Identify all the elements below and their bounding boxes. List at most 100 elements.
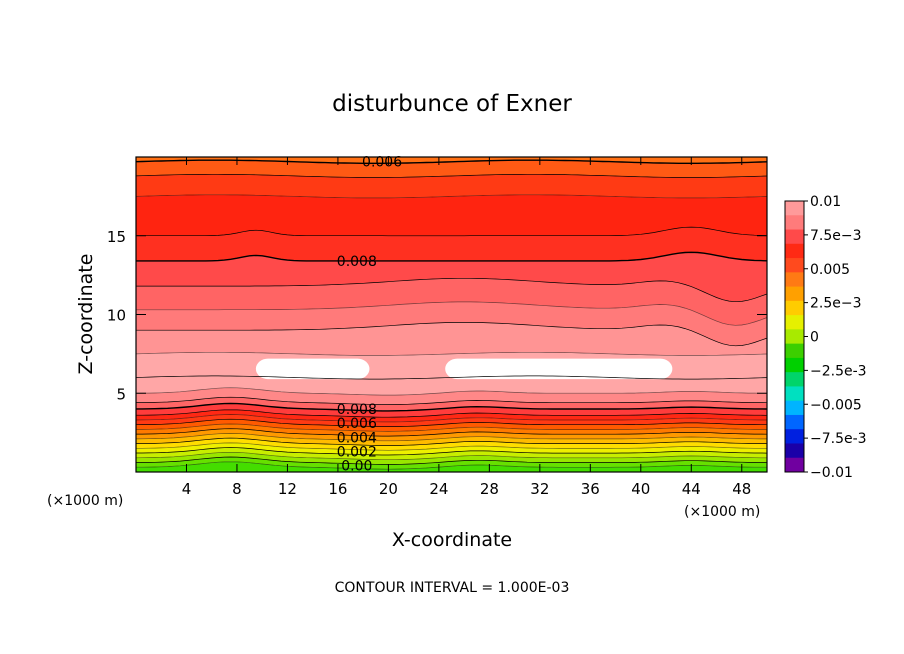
contour-line (136, 428, 767, 437)
contour-line (136, 194, 767, 199)
contour-line (136, 442, 767, 451)
contour-label: 0.006 (337, 416, 377, 432)
colorbar-label: 7.5e−3 (810, 228, 862, 244)
contour-line (136, 322, 767, 347)
colorbar-swatch (785, 372, 804, 387)
contour-line (136, 409, 767, 418)
contour-line (136, 396, 767, 405)
x-tick-label: 44 (682, 480, 701, 498)
contour-band (136, 438, 767, 451)
contour-line (136, 414, 767, 423)
x-unit-right: (×1000 m) (684, 504, 760, 520)
colorbar-label: −7.5e-3 (810, 431, 867, 447)
contour-band (136, 447, 767, 460)
y-tick-label: 5 (116, 385, 126, 403)
colorbar-label: −0.005 (810, 397, 862, 413)
contour-line (136, 301, 767, 326)
contour-line (136, 423, 767, 432)
x-tick-label: 40 (631, 480, 650, 498)
colorbar-swatch (785, 215, 804, 231)
contour-band (136, 452, 767, 465)
contour-band (136, 322, 767, 356)
x-tick-label: 36 (581, 480, 600, 498)
colorbar-swatch (785, 286, 804, 302)
contour-label: 0.004 (337, 430, 377, 446)
contour-band (136, 409, 767, 422)
colorbar-label: 0 (810, 330, 819, 346)
x-tick-label: 28 (480, 480, 499, 498)
contour-interval-note: CONTOUR INTERVAL = 1.000E-03 (335, 580, 570, 596)
x-tick-label: 12 (278, 480, 297, 498)
contour-band (136, 433, 767, 446)
contour-label: 0.008 (337, 254, 377, 270)
contour-band (136, 375, 767, 396)
colorbar-swatch (785, 443, 804, 459)
contour-band (136, 419, 767, 432)
colorbar-swatch (785, 258, 804, 273)
colorbar: 0.01 7.5e−3 0.005 2.5e−3 0 −2.5e-3 −0.005 −7.5e… (784, 194, 867, 481)
colorbar-swatch (785, 243, 804, 259)
maximum-region (255, 358, 370, 380)
colorbar-label: −0.01 (810, 465, 853, 481)
contour-band (136, 387, 767, 405)
maximum-region (445, 358, 673, 380)
contour-label: 0.008 (337, 402, 377, 418)
colorbar-swatch (785, 357, 804, 373)
contour-line (136, 456, 767, 465)
y-axis-label: Z-coordinate (75, 254, 97, 375)
plot-area (136, 157, 767, 472)
colorbar-label: 0.005 (810, 262, 850, 278)
colorbar-label: 0.01 (810, 194, 841, 210)
colorbar-swatch (785, 229, 804, 245)
contour-line (136, 402, 767, 412)
contour-band (136, 160, 767, 178)
y-ticks: 5 10 15 (107, 228, 767, 403)
x-ticks: 4 8 12 16 20 24 28 32 36 40 44 48 (182, 157, 751, 498)
contour-label: 0.00 (341, 459, 372, 475)
contour-band (136, 174, 767, 198)
contour-band (136, 194, 767, 236)
contour-line (136, 461, 767, 470)
y-tick-label: 15 (107, 228, 126, 246)
colorbar-swatch (785, 272, 804, 288)
contour-band (136, 414, 767, 427)
contour-band (136, 424, 767, 437)
contour-band (136, 157, 767, 164)
colorbar-swatch (785, 386, 804, 402)
colorbar-swatch (785, 315, 804, 330)
chart-title: disturbunce of Exner (332, 91, 572, 117)
x-axis-label: X-coordinate (392, 529, 512, 551)
colorbar-label: 2.5e−3 (810, 296, 862, 312)
x-tick-label: 32 (530, 480, 549, 498)
contour-line (136, 375, 767, 380)
x-tick-label: 8 (232, 480, 242, 498)
contour-label: 0.006 (362, 155, 402, 171)
contour-line (136, 433, 767, 442)
y-tick-label: 10 (107, 307, 126, 325)
contour-band (136, 397, 767, 411)
contour-line (136, 447, 767, 456)
colorbar-swatch (785, 429, 804, 444)
contour-line (136, 387, 767, 396)
contour-line (136, 277, 767, 303)
x-tick-label: 20 (379, 480, 398, 498)
contour-line (136, 351, 767, 356)
colorbar-swatch (785, 300, 804, 316)
contour-line (136, 173, 767, 178)
contour-band (136, 457, 767, 470)
x-unit-left: (×1000 m) (47, 493, 123, 509)
contour-band (136, 403, 767, 418)
colorbar-swatch (785, 201, 804, 216)
colorbar-swatch (785, 414, 804, 430)
x-tick-label: 16 (328, 480, 347, 498)
contour-line (136, 418, 767, 427)
x-tick-label: 24 (429, 480, 448, 498)
contour-line (136, 251, 767, 262)
contour-band (136, 301, 767, 346)
contour-line (136, 451, 767, 461)
contour-label: 0.002 (337, 445, 377, 461)
contour-band (136, 252, 767, 302)
contour-line (136, 226, 767, 237)
contour-line (136, 437, 767, 446)
